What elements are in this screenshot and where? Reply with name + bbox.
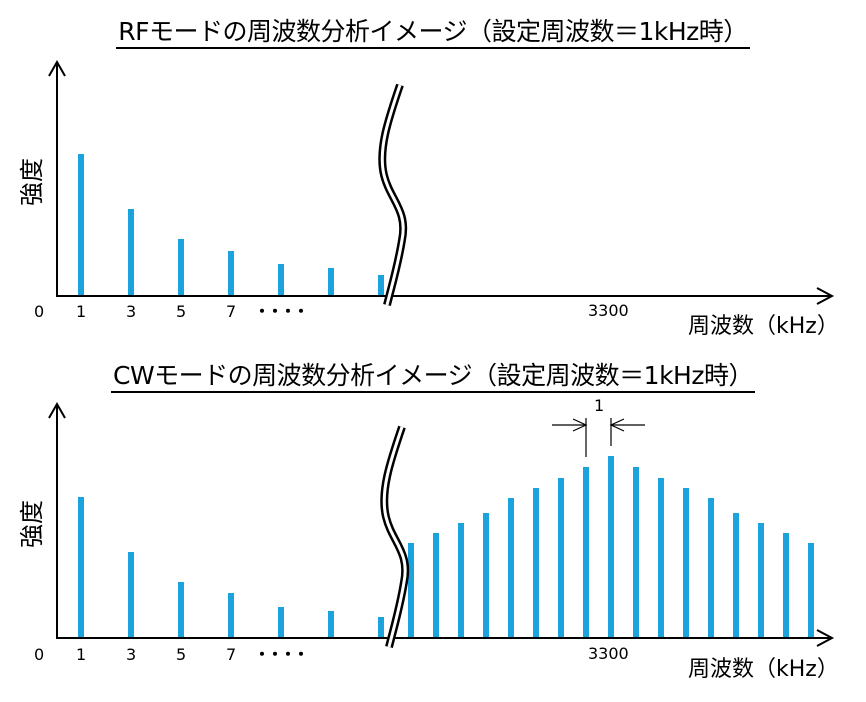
cw-bar	[278, 607, 284, 638]
cw-bar	[658, 478, 664, 638]
cw-bar	[378, 617, 384, 638]
rf-chart: 0 1 3 5 7 ・・・・ 3300 周波数（kHz） 強度	[18, 59, 839, 339]
cw-bar	[758, 523, 764, 638]
cw-bar	[608, 456, 614, 638]
cw-y-axis-label: 強度	[18, 500, 46, 548]
cw-bar	[533, 488, 539, 638]
rf-bars	[78, 154, 384, 296]
rf-y-arrow-icon	[48, 59, 66, 77]
cw-axis-break-icon	[380, 425, 410, 648]
rf-title-text: RFモードの周波数分析イメージ（設定周波数＝1kHz時）	[116, 17, 750, 49]
rf-bar	[128, 209, 134, 296]
cw-chart: 1 0 1 3 5 7 ・・・・ 3300 周波数（kHz） 強度	[18, 396, 839, 682]
cw-bar	[633, 467, 639, 638]
rf-y-axis-label: 強度	[18, 158, 46, 206]
cw-bar	[458, 523, 464, 638]
cw-bar	[483, 513, 489, 638]
rf-x-axis-label: 周波数（kHz）	[688, 314, 839, 339]
cw-tick-1: 1	[76, 645, 86, 664]
cw-spacing-label: 1	[594, 396, 604, 415]
cw-bar	[558, 478, 564, 638]
rf-x-arrow-icon	[816, 287, 835, 305]
cw-bar	[128, 552, 134, 638]
cw-bar	[433, 533, 439, 638]
cw-x-arrow-icon	[816, 629, 835, 647]
rf-bar	[278, 264, 284, 296]
cw-tick-3: 3	[126, 645, 136, 664]
rf-bar	[228, 251, 234, 296]
cw-chart-title: CWモードの周波数分析イメージ（設定周波数＝1kHz時）	[0, 356, 866, 393]
cw-bar	[78, 497, 84, 638]
cw-bar	[508, 498, 514, 638]
cw-x-axis-label: 周波数（kHz）	[688, 657, 839, 682]
rf-tick-5: 5	[176, 302, 186, 321]
cw-origin-label: 0	[34, 645, 44, 664]
cw-tick-7: 7	[226, 645, 236, 664]
rf-axis-break-icon	[378, 83, 408, 306]
rf-tick-1: 1	[76, 302, 86, 321]
rf-tick-ellipsis: ・・・・	[254, 302, 306, 321]
cw-bar	[328, 611, 334, 638]
rf-bar	[78, 154, 84, 296]
rf-origin-label: 0	[34, 302, 44, 321]
cw-bars-harmonics	[78, 497, 384, 638]
rf-bar	[378, 275, 384, 296]
cw-bar	[708, 498, 714, 638]
cw-bar	[783, 533, 789, 638]
rf-bar	[178, 239, 184, 296]
cw-bar	[808, 543, 814, 638]
cw-bar	[583, 467, 589, 638]
cw-bar	[228, 593, 234, 638]
rf-tick-3: 3	[126, 302, 136, 321]
cw-tick-ellipsis: ・・・・	[254, 645, 306, 664]
cw-bars-carrier	[408, 456, 814, 638]
rf-bar	[328, 268, 334, 296]
cw-title-text: CWモードの周波数分析イメージ（設定周波数＝1kHz時）	[111, 361, 755, 393]
cw-y-arrow-icon	[48, 401, 66, 419]
cw-bar	[733, 513, 739, 638]
cw-bar	[683, 488, 689, 638]
cw-tick-5: 5	[176, 645, 186, 664]
cw-tick-3300: 3300	[588, 644, 629, 663]
cw-bar	[408, 543, 414, 638]
cw-spacing-annotation	[552, 418, 645, 457]
rf-tick-3300: 3300	[588, 301, 629, 320]
rf-chart-title: RFモードの周波数分析イメージ（設定周波数＝1kHz時）	[0, 12, 866, 49]
cw-bar	[178, 582, 184, 638]
rf-tick-7: 7	[226, 302, 236, 321]
